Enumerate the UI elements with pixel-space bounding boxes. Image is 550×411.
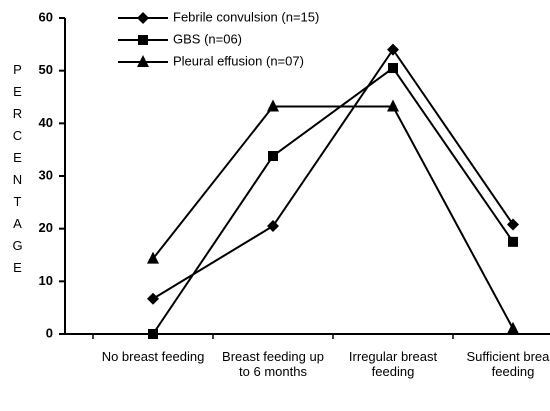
marker [138,35,148,45]
x-tick-label: Sufficient breast feeding [466,349,550,379]
x-tick-label: No breast feeding [101,349,205,364]
marker [388,63,398,74]
marker [148,329,158,339]
y-tick-label: 10 [39,273,53,288]
y-tick-label: 20 [39,220,53,235]
series-line [152,66,514,335]
x-tick-label: Irregular breast feeding [348,349,438,379]
marker [267,99,279,112]
y-tick-label: 40 [39,115,53,130]
marker [387,43,399,56]
marker [147,292,159,305]
y-tick-label: 0 [46,325,53,340]
legend-label: GBS (n=06) [173,31,242,46]
legend-label: Febrile convulsion (n=15) [173,9,319,24]
marker [267,220,279,233]
y-tick-label: 30 [39,167,53,182]
y-tick-label: 60 [39,9,53,24]
y-axis-label: PERCENTAGE [10,62,25,282]
marker [507,218,519,231]
series-line [152,47,514,300]
x-tick-label: Breast feeding up to 6 months [222,349,324,379]
marker [387,99,399,112]
marker [508,236,518,247]
marker [137,12,149,24]
series-line [152,105,514,330]
y-tick-label: 50 [39,62,53,77]
marker [137,55,149,67]
marker [507,321,519,334]
marker [147,251,159,264]
legend-label: Pleural effusion (n=07) [173,53,304,68]
marker [268,150,278,161]
